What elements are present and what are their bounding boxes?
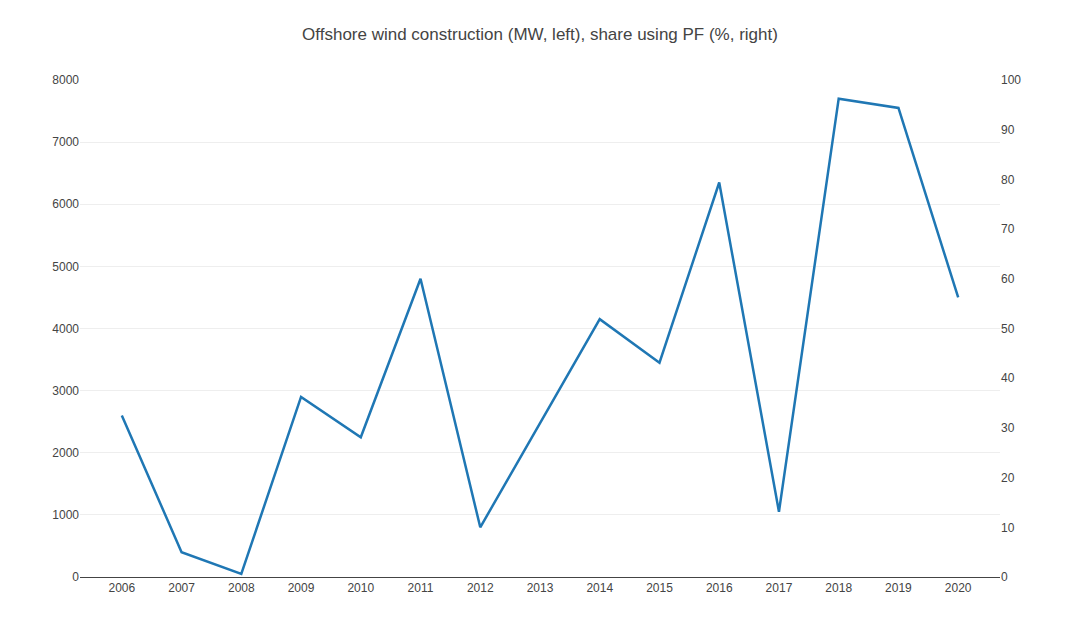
svg-text:2007: 2007 — [168, 581, 195, 595]
svg-text:100: 100 — [1001, 73, 1021, 87]
svg-text:60: 60 — [1001, 272, 1015, 286]
svg-text:5000: 5000 — [52, 260, 79, 274]
svg-text:1000: 1000 — [52, 508, 79, 522]
svg-text:2020: 2020 — [945, 581, 972, 595]
svg-text:0: 0 — [1001, 570, 1008, 584]
svg-text:2010: 2010 — [347, 581, 374, 595]
svg-text:2008: 2008 — [228, 581, 255, 595]
svg-text:80: 80 — [1001, 173, 1015, 187]
svg-text:40: 40 — [1001, 371, 1015, 385]
svg-text:30: 30 — [1001, 421, 1015, 435]
svg-text:2016: 2016 — [706, 581, 733, 595]
svg-text:2012: 2012 — [467, 581, 494, 595]
svg-text:2015: 2015 — [646, 581, 673, 595]
svg-text:2014: 2014 — [586, 581, 613, 595]
svg-text:70: 70 — [1001, 222, 1015, 236]
svg-text:2017: 2017 — [766, 581, 793, 595]
svg-text:2006: 2006 — [108, 581, 135, 595]
svg-text:7000: 7000 — [52, 135, 79, 149]
svg-text:6000: 6000 — [52, 197, 79, 211]
svg-text:8000: 8000 — [52, 73, 79, 87]
svg-text:2018: 2018 — [825, 581, 852, 595]
svg-text:2009: 2009 — [288, 581, 315, 595]
svg-text:Offshore wind construction (MW: Offshore wind construction (MW, left), s… — [302, 25, 778, 44]
svg-text:2013: 2013 — [527, 581, 554, 595]
svg-text:20: 20 — [1001, 471, 1015, 485]
svg-text:0: 0 — [72, 570, 79, 584]
svg-text:10: 10 — [1001, 521, 1015, 535]
svg-text:4000: 4000 — [52, 322, 79, 336]
svg-text:3000: 3000 — [52, 384, 79, 398]
svg-text:2000: 2000 — [52, 446, 79, 460]
svg-text:2019: 2019 — [885, 581, 912, 595]
svg-text:2011: 2011 — [408, 581, 434, 595]
svg-text:50: 50 — [1001, 322, 1015, 336]
svg-text:90: 90 — [1001, 123, 1015, 137]
